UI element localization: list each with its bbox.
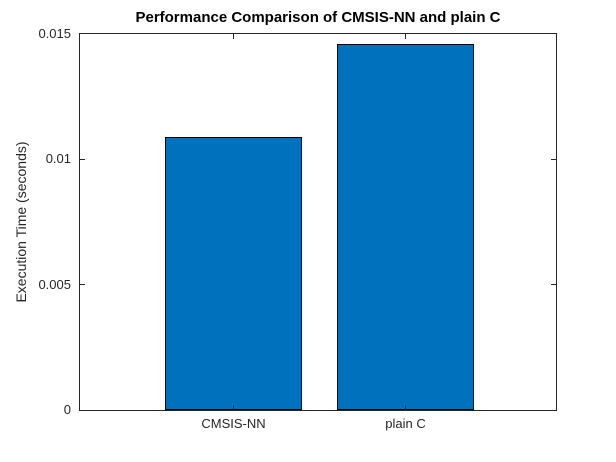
- x-tick-label: plain C: [385, 416, 426, 431]
- x-tick-mark: [405, 405, 406, 410]
- x-tick-labels: CMSIS-NN plain C: [79, 416, 557, 434]
- chart-title: Performance Comparison of CMSIS-NN and p…: [135, 9, 501, 26]
- y-tick-mark: [551, 158, 556, 160]
- bar-cmsis-nn: [165, 137, 302, 410]
- y-tick-label: 0.015: [38, 26, 71, 41]
- plot-area: [79, 33, 557, 411]
- x-tick-mark: [233, 34, 234, 39]
- y-tick-label: 0.01: [45, 151, 71, 167]
- y-tick-labels: 0 0.005 0.01 0.015: [0, 26, 71, 417]
- x-tick-mark: [405, 34, 406, 39]
- y-tick-mark: [80, 158, 85, 160]
- y-tick-mark: [551, 284, 556, 286]
- x-tick-mark: [233, 405, 234, 410]
- y-tick-label: 0: [63, 402, 71, 417]
- y-tick-mark: [80, 284, 85, 286]
- x-tick-label: CMSIS-NN: [201, 416, 266, 431]
- y-tick-label: 0.005: [38, 276, 71, 292]
- bar-plain-c: [337, 44, 474, 410]
